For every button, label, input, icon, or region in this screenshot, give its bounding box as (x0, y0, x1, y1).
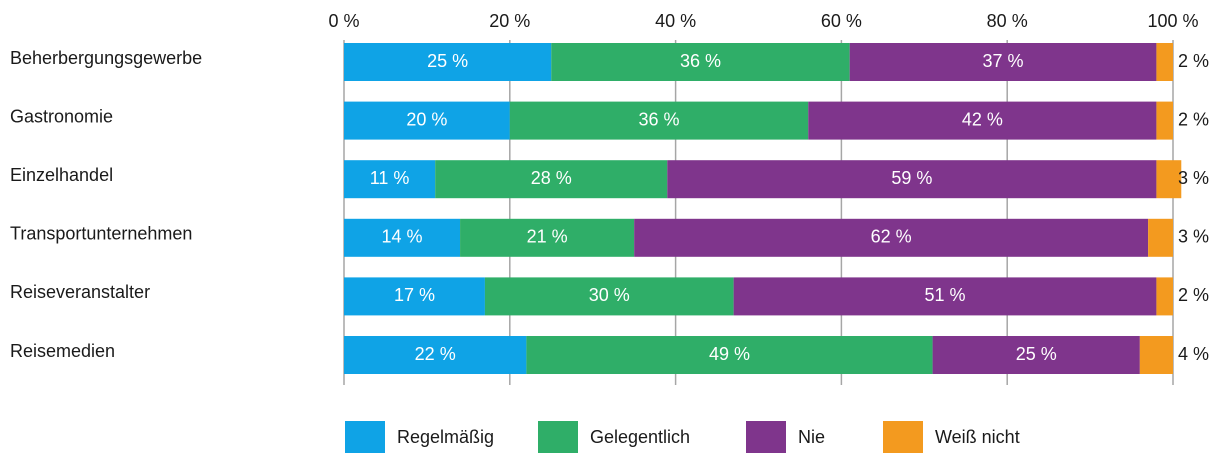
category-label: Gastronomie (10, 106, 113, 126)
value-label: 2 % (1178, 109, 1209, 129)
bar-segment (344, 277, 485, 316)
bar-segment (509, 101, 809, 140)
legend-label: Gelegentlich (590, 427, 690, 447)
bar-segment (484, 277, 734, 316)
legend-swatch (746, 421, 786, 453)
x-tick-label: 80 % (987, 11, 1028, 31)
legend-swatch (883, 421, 923, 453)
value-label: 3 % (1178, 227, 1209, 247)
value-label: 11 % (370, 168, 410, 188)
legend-swatch (538, 421, 578, 453)
bar-segment (1156, 277, 1173, 316)
category-label: Transportunternehmen (10, 224, 192, 244)
bar-segment (634, 218, 1149, 257)
value-label: 4 % (1178, 344, 1209, 364)
value-label: 42 % (962, 109, 1003, 129)
bar-segment (551, 43, 850, 81)
bar-segment (733, 277, 1157, 316)
value-label: 51 % (925, 285, 966, 305)
legend-label: Regelmäßig (397, 427, 494, 447)
bar-segment (667, 160, 1157, 199)
value-label: 25 % (1016, 344, 1057, 364)
bar-segment (435, 160, 668, 199)
x-tick-label: 60 % (821, 11, 862, 31)
bar-segment (344, 101, 510, 140)
value-label: 3 % (1178, 168, 1209, 188)
value-label: 36 % (639, 109, 680, 129)
x-tick-label: 100 % (1147, 11, 1198, 31)
bar-segment (344, 336, 527, 374)
bar-segment (1156, 101, 1173, 140)
x-tick-label: 0 % (328, 11, 359, 31)
legend-swatch (345, 421, 385, 453)
grid (343, 40, 1174, 385)
value-label: 2 % (1178, 51, 1209, 71)
value-label: 14 % (382, 227, 423, 247)
bar-segment (344, 160, 436, 199)
bar-segment (849, 43, 1157, 81)
bar-segment (1148, 218, 1173, 257)
value-label: 30 % (589, 285, 630, 305)
value-label: 17 % (394, 285, 435, 305)
x-tick-label: 20 % (489, 11, 530, 31)
bar-segment (460, 218, 635, 257)
value-label: 25 % (427, 51, 468, 71)
value-label: 49 % (709, 344, 750, 364)
bar-segment (1139, 336, 1173, 374)
value-label: 59 % (891, 168, 932, 188)
bar-segment (808, 101, 1157, 140)
bar-segment (1156, 43, 1173, 81)
value-label: 21 % (527, 227, 568, 247)
category-label: Einzelhandel (10, 165, 113, 185)
bar-segment (1156, 160, 1182, 199)
legend-label: Weiß nicht (935, 427, 1020, 447)
value-label: 28 % (531, 168, 572, 188)
bar-segment (344, 218, 461, 257)
bar-segment (344, 43, 552, 81)
value-label: 62 % (871, 227, 912, 247)
x-tick-label: 40 % (655, 11, 696, 31)
legend-label: Nie (798, 427, 825, 447)
bar-segment (932, 336, 1140, 374)
bar-segment (526, 336, 933, 374)
category-label: Reisemedien (10, 341, 115, 361)
value-label: 2 % (1178, 285, 1209, 305)
value-label: 36 % (680, 51, 721, 71)
value-label: 20 % (406, 109, 447, 129)
category-label: Beherbergungsgewerbe (10, 48, 202, 68)
category-label: Reiseveranstalter (10, 282, 150, 302)
value-label: 37 % (983, 51, 1024, 71)
value-label: 22 % (415, 344, 456, 364)
